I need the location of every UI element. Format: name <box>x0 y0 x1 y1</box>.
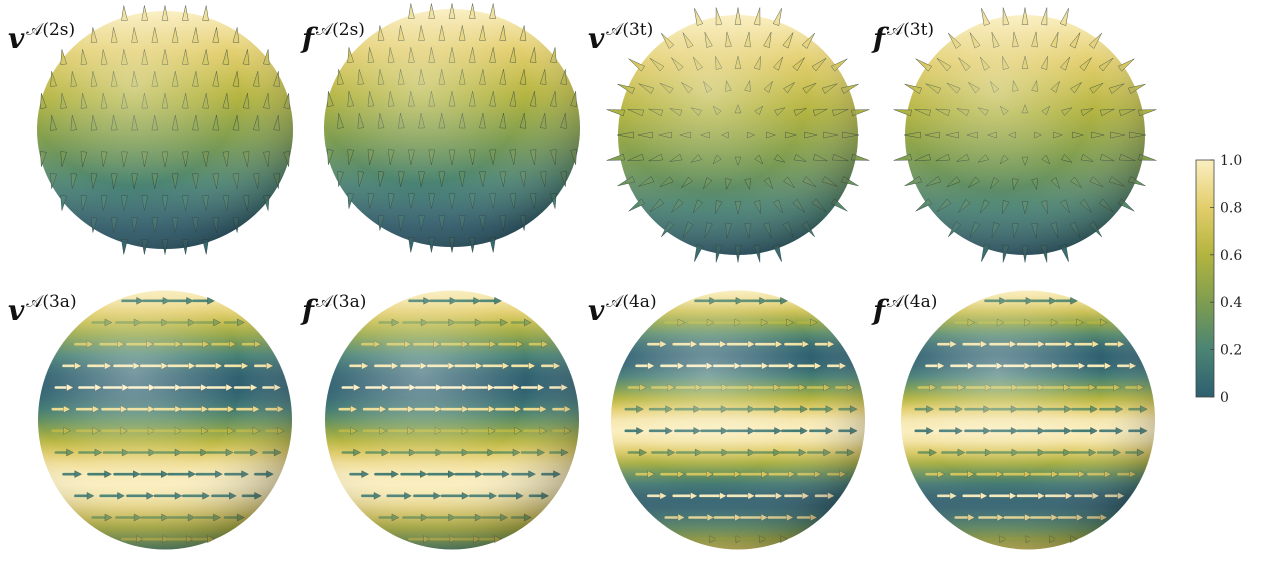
sphere-surface <box>611 290 865 550</box>
panel-label-superscript: 𝒜(3t) <box>887 20 934 40</box>
vector-arrow <box>121 5 128 21</box>
sphere-panel-3 <box>606 7 870 263</box>
panel-label: f 𝒜(2s) <box>300 20 365 55</box>
panel-label-symbol: v <box>8 22 25 55</box>
vector-arrow <box>489 3 496 19</box>
vector-arrow <box>830 198 848 212</box>
vector-arrow <box>1138 153 1157 161</box>
sphere-panel-4 <box>893 7 1157 263</box>
panel-label: f 𝒜(3a) <box>300 292 366 327</box>
panel-label-superscript: 𝒜(4a) <box>606 292 656 312</box>
panel-label-superscript: 𝒜(3a) <box>316 292 366 312</box>
vector-arrow <box>1117 58 1135 72</box>
colorbar-ticks: 1.0 0.8 0.6 0.4 0.2 0 <box>1210 153 1242 406</box>
sphere-panel-6 <box>325 290 579 550</box>
vector-arrow <box>121 239 128 255</box>
sphere-panel-2 <box>324 3 580 253</box>
sphere-panel-1 <box>37 5 293 255</box>
vector-arrow <box>893 109 912 117</box>
vector-arrow <box>628 58 646 72</box>
vector-arrow <box>851 109 870 117</box>
colorbar-tick-label: 0.6 <box>1220 248 1242 264</box>
panel-label-symbol: v <box>588 22 605 55</box>
panel-label-superscript: 𝒜(3a) <box>26 292 76 312</box>
panel-label-symbol: v <box>588 294 605 327</box>
panel-label: f 𝒜(3t) <box>871 20 934 55</box>
colorbar: 1.0 0.8 0.6 0.4 0.2 0 <box>1195 153 1242 406</box>
panel-label: v 𝒜(3a) <box>8 292 77 327</box>
vector-arrow <box>915 198 933 212</box>
sphere-surface <box>38 290 292 550</box>
sphere-panels <box>37 3 1157 550</box>
vector-arrow <box>915 58 933 72</box>
sphere-surface <box>325 290 579 550</box>
panel-label-superscript: 𝒜(2s) <box>26 20 75 40</box>
vector-arrow <box>202 5 209 21</box>
colorbar-gradient <box>1195 159 1215 398</box>
panel-label: f 𝒜(4a) <box>871 292 937 327</box>
colorbar-tick-label: 0 <box>1220 390 1229 406</box>
vector-arrow <box>489 237 496 253</box>
vector-arrow <box>606 109 625 117</box>
sphere-surface <box>905 15 1145 255</box>
vector-arrow <box>408 3 415 19</box>
panel-label: v 𝒜(2s) <box>8 20 75 55</box>
sphere-panel-7 <box>611 290 865 550</box>
vector-arrow <box>628 198 646 212</box>
sphere-surface <box>618 15 858 255</box>
vector-arrow <box>408 237 415 253</box>
panel-label: v 𝒜(4a) <box>588 292 657 327</box>
panel-label-superscript: 𝒜(3t) <box>606 20 653 40</box>
colorbar-tick-label: 0.4 <box>1220 295 1242 311</box>
colorbar-tick-label: 0.2 <box>1220 343 1242 359</box>
vector-arrow <box>893 153 912 161</box>
sphere-panel-5 <box>38 290 292 550</box>
vector-arrow <box>1117 198 1135 212</box>
vector-arrow <box>606 153 625 161</box>
vector-arrow <box>202 239 209 255</box>
panel-label-superscript: 𝒜(2s) <box>316 20 365 40</box>
panel-label-symbol: v <box>8 294 25 327</box>
colorbar-tick-label: 0.8 <box>1220 200 1242 216</box>
sphere-panel-8 <box>901 290 1155 550</box>
vector-arrow <box>1138 109 1157 117</box>
panel-label: v 𝒜(3t) <box>588 20 653 55</box>
vector-arrow <box>851 153 870 161</box>
sphere-surface <box>901 290 1155 550</box>
colorbar-tick-label: 1.0 <box>1220 153 1242 169</box>
vector-arrow <box>830 58 848 72</box>
panel-label-superscript: 𝒜(4a) <box>887 292 937 312</box>
